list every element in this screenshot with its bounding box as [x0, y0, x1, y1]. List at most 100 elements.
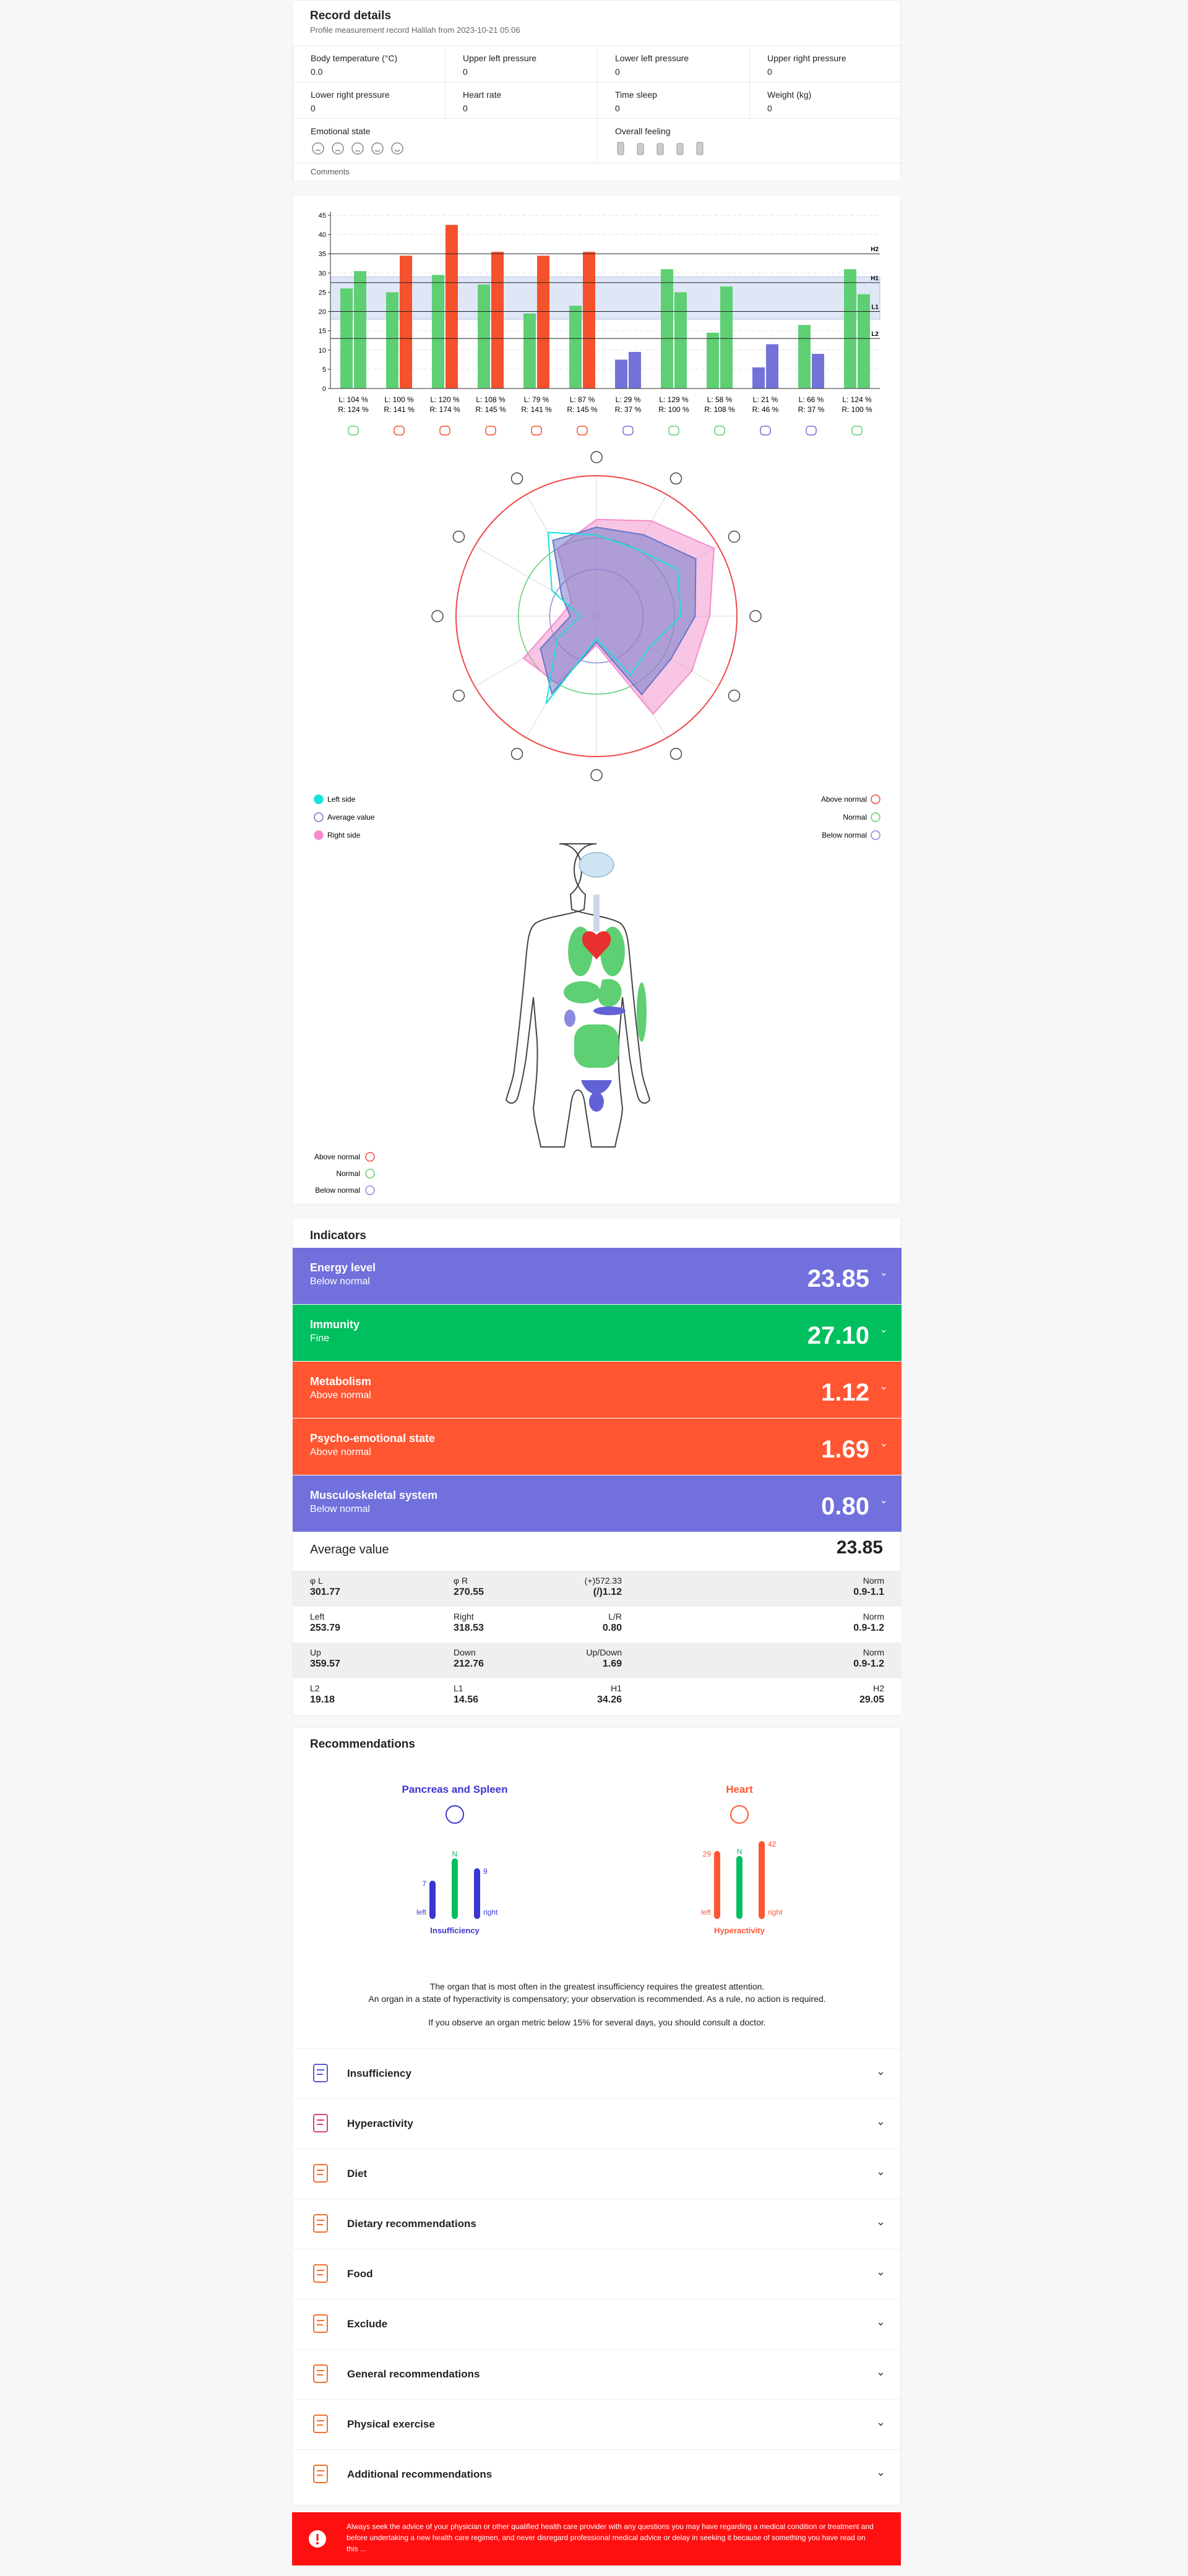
bar: [798, 325, 811, 389]
cell-label: H1: [611, 1683, 622, 1693]
cell-value: 270.55: [454, 1587, 484, 1597]
average-label: Average value: [310, 1543, 389, 1556]
legend-swatch: [314, 830, 324, 840]
indicator[interactable]: Immunity Fine 27.10 ⌄: [293, 1305, 902, 1361]
radar-icon: [749, 610, 762, 622]
accordion[interactable]: Physical exercise ⌄: [293, 2399, 902, 2449]
accordion[interactable]: Diet ⌄: [293, 2149, 902, 2199]
accordion[interactable]: General recommendations ⌄: [293, 2349, 902, 2399]
organ-left: 7: [422, 1879, 426, 1888]
indicator-value: 23.85: [807, 1265, 869, 1292]
cell-label: H2: [873, 1683, 884, 1693]
indicator-value: 0.80: [821, 1493, 869, 1520]
section-title: General recommendations: [347, 2368, 480, 2380]
indicator-value: 1.12: [821, 1379, 869, 1406]
reference-label: L1: [871, 304, 879, 311]
content: Record details Profile measurement recor…: [292, 0, 902, 2576]
right-label: R: 145 %: [475, 405, 506, 414]
bar: [858, 294, 870, 389]
right-label: R: 37 %: [615, 405, 642, 414]
y-tick-label: 25: [319, 289, 326, 296]
field-label: Lower left pressure: [615, 53, 689, 63]
indicator-status: Below normal: [310, 1276, 370, 1287]
legend-swatch: [871, 794, 880, 804]
record-subtitle: Profile measurement record Halilah from …: [310, 25, 520, 35]
indicator[interactable]: Energy level Below normal 23.85 ⌄: [293, 1248, 902, 1304]
cell-label: Left: [310, 1612, 325, 1621]
field-label: Upper left pressure: [463, 53, 537, 63]
legend-label: Above normal: [821, 795, 867, 804]
indicator[interactable]: Musculoskeletal system Below normal 0.80 ⌄: [293, 1475, 902, 1532]
bar: [583, 252, 595, 389]
chevron: ⌄: [879, 1324, 888, 1335]
radar-series: [540, 526, 697, 696]
accordion[interactable]: Insufficiency ⌄: [293, 2048, 902, 2098]
organ: Heart 29 N 42 left right Hyperactivity: [647, 1784, 832, 1951]
legend-label: Right side: [327, 831, 361, 839]
field-value: 0.0: [311, 67, 323, 77]
chevron: ⌄: [879, 1495, 888, 1506]
accordion[interactable]: Dietary recommendations ⌄: [293, 2199, 902, 2249]
table-cell: (+)572.33 (/)1.12: [498, 1576, 622, 1598]
bar: [812, 354, 824, 389]
left-label: L: 104 %: [338, 395, 368, 404]
indicator-name: Metabolism: [310, 1375, 372, 1388]
bar: [661, 269, 673, 389]
field-label: Body temperature (°C): [311, 53, 398, 63]
left-label: L: 120 %: [430, 395, 460, 404]
table-row: Left 253.79 Right 318.53 L/R 0.80 Norm 0.9-1.2: [293, 1607, 902, 1642]
field-label: Time sleep: [615, 90, 657, 100]
section-title: Hyperactivity: [347, 2118, 413, 2129]
indicator[interactable]: Psycho-emotional state Above normal 1.69 ⌄: [293, 1419, 902, 1475]
left-label: L: 100 %: [384, 395, 414, 404]
left-label: L: 58 %: [707, 395, 733, 404]
organ-icon: [439, 426, 450, 436]
section-icon: [313, 2465, 328, 2483]
cell-value: 29.05: [859, 1694, 884, 1705]
legend-label: Average value: [327, 813, 375, 822]
radar-icon: [590, 769, 603, 781]
radar-icon: [452, 530, 465, 543]
bar: [446, 225, 458, 389]
legend-swatch: [365, 1152, 375, 1162]
chevron: ⌄: [876, 2265, 885, 2278]
accordion[interactable]: Hyperactivity ⌄: [293, 2098, 902, 2149]
bar: [720, 286, 733, 389]
record-field: Upper left pressure 0: [445, 45, 597, 82]
cell-label: (+)572.33: [584, 1576, 622, 1586]
organ-icon: [730, 1805, 749, 1824]
organ-icon: [668, 426, 679, 436]
organ-left-label: left: [416, 1908, 427, 1917]
indicators-title: Indicators: [310, 1229, 366, 1242]
organ-icon: [394, 426, 405, 436]
bar: [674, 292, 687, 389]
chevron: ⌄: [876, 2215, 885, 2228]
organ-right-label: right: [768, 1908, 783, 1917]
field-value: 0: [463, 67, 468, 77]
table-row: L2 19.18 L1 14.56 H1 34.26 H2 29.05: [293, 1678, 902, 1714]
organ-right: 42: [768, 1840, 777, 1848]
charts-svg: 0 5 10 15 20 25 30 35 40 45 H2 H1 L1 L2 L: 104 %R: 124…: [314, 212, 880, 1195]
y-tick-label: 0: [322, 385, 326, 393]
table-cell: Left 253.79: [310, 1612, 434, 1634]
chevron: ⌄: [876, 2165, 885, 2178]
cell-value: 359.57: [310, 1659, 340, 1669]
section-title: Physical exercise: [347, 2418, 435, 2430]
table-row: φ L 301.77 φ R 270.55 (+)572.33 (/)1.12 Norm 0.…: [293, 1571, 902, 1607]
cell-value: 318.53: [454, 1623, 484, 1633]
y-tick-label: 15: [319, 328, 326, 335]
section-icon: [313, 2415, 328, 2433]
accordion[interactable]: Additional recommendations ⌄: [293, 2449, 902, 2499]
note: The organ that is most often in the grea…: [429, 1981, 765, 1991]
organ-icon: [531, 426, 542, 436]
right-label: R: 141 %: [521, 405, 552, 414]
y-tick-label: 40: [319, 231, 326, 239]
indicator[interactable]: Metabolism Above normal 1.12 ⌄: [293, 1362, 902, 1418]
cell-label: φ R: [454, 1576, 468, 1586]
organ-icon: [348, 426, 359, 436]
bar: [766, 344, 778, 389]
organ-icon: [760, 426, 771, 436]
accordion[interactable]: Exclude ⌄: [293, 2299, 902, 2349]
radar-series: [545, 531, 682, 704]
accordion[interactable]: Food ⌄: [293, 2249, 902, 2299]
